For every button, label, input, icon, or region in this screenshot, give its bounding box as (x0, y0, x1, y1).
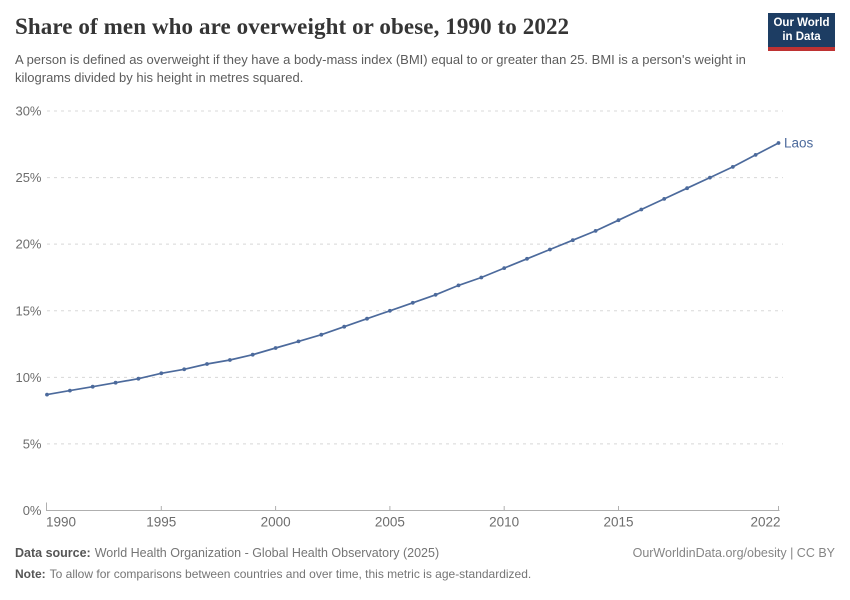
data-source-value: World Health Organization - Global Healt… (94, 546, 440, 560)
data-line (46, 142, 780, 396)
data-point (456, 283, 461, 288)
owid-logo-line2: in Data (782, 30, 821, 43)
data-source: Data source: World Health Organization - … (15, 546, 439, 560)
data-point (685, 186, 689, 191)
y-axis-label: 5% (23, 436, 42, 451)
x-axis-label: 2005 (375, 515, 405, 530)
x-axis-label: 2015 (603, 515, 633, 530)
y-axis-label: 20% (15, 237, 41, 252)
data-point (90, 384, 95, 389)
data-point (45, 392, 49, 397)
data-point (250, 352, 255, 357)
chart-footer: Data source: World Health Organization - … (15, 546, 835, 581)
note-label: Note: (15, 567, 46, 581)
x-axis-label: 2010 (489, 515, 519, 530)
data-point (593, 229, 598, 233)
y-axis-label: 25% (15, 170, 41, 185)
data-point (182, 367, 187, 372)
x-axis-label: 1995 (146, 515, 176, 530)
data-point (570, 238, 575, 243)
data-point (388, 308, 392, 313)
owid-logo: Our World in Data (768, 13, 835, 51)
chart-note: Note: To allow for comparisons between co… (15, 567, 835, 581)
data-point (113, 380, 118, 385)
y-axis-label: 0% (23, 503, 42, 518)
data-point (365, 316, 369, 321)
owid-logo-line1: Our World (773, 17, 830, 29)
data-point (228, 358, 232, 362)
data-point (410, 300, 415, 305)
y-axis-label: 30% (15, 104, 41, 119)
data-point (479, 275, 484, 280)
data-point (616, 218, 621, 223)
note-value: To allow for comparisons between countri… (49, 567, 532, 581)
data-point (319, 332, 324, 337)
x-axis-label: 2022 (750, 515, 780, 530)
y-axis-label: 10% (15, 370, 41, 385)
data-point (662, 197, 667, 201)
data-point (730, 165, 735, 169)
data-point (205, 362, 209, 366)
data-point (433, 292, 438, 297)
data-point (68, 388, 72, 393)
x-axis-label: 2000 (261, 515, 291, 530)
data-point (548, 247, 552, 252)
data-point (753, 153, 758, 157)
data-point (525, 256, 529, 261)
line-chart: 0% 5% 10% 15% 20% 25% 30% 1990 1995 2000 2005 2010 2… (15, 104, 814, 530)
data-point (296, 339, 301, 344)
data-point (502, 266, 507, 270)
y-axis-label: 15% (15, 303, 41, 318)
data-point (159, 371, 164, 376)
data-point (136, 376, 141, 381)
chart-subtitle: A person is defined as overweight if the… (15, 52, 746, 85)
page-title: Share of men who are overweight or obese… (15, 14, 570, 39)
x-axis-label: 1990 (46, 515, 76, 530)
series-label-laos[interactable]: Laos (784, 135, 814, 150)
data-point (776, 141, 781, 145)
data-point (639, 207, 644, 212)
data-point (273, 346, 278, 350)
owid-url-link[interactable]: OurWorldinData.org/obesity | CC BY (632, 546, 835, 560)
data-point (708, 175, 712, 180)
data-source-label: Data source: (15, 546, 91, 560)
data-point (342, 324, 347, 329)
